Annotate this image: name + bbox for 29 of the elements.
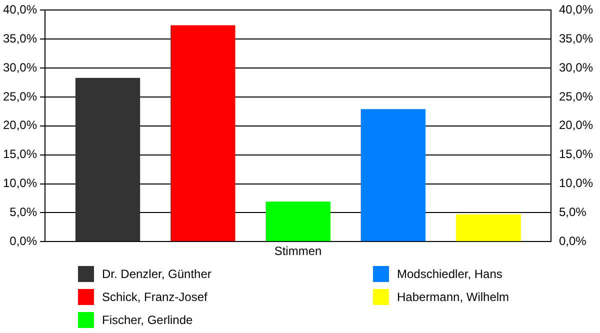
legend-label: Modschiedler, Hans [397,266,502,280]
bar [170,25,236,242]
x-tick-label: Stimmen [274,244,322,258]
y-tick-label: 20,0% [2,118,38,132]
text: 20,0% [558,118,594,132]
y-tick-label: 35,0% [2,31,38,46]
y-tick-label: 10,0% [2,176,38,190]
bar [75,78,140,242]
legend-label: Habermann, Wilhelm [397,290,510,304]
text: 0,0% [558,234,586,248]
text: 10,0% [558,176,594,190]
bar [266,202,330,242]
y-tick-label: 0,0% [10,234,38,248]
text: 40,0% [558,2,594,17]
bar [360,109,426,242]
y-tick-label: 5,0% [10,204,38,219]
text: 25,0% [558,89,594,104]
legend-label: Fischer, Gerlinde [102,312,193,326]
bar [456,214,521,242]
legend-label: Schick, Franz-Josef [102,290,208,304]
text: 30,0% [558,60,594,74]
text: 15,0% [558,147,594,162]
text: 5,0% [558,204,586,219]
y-tick-label: 25,0% [2,89,38,104]
y-tick-label: 30,0% [2,60,38,74]
legend-label: Dr. Denzler, Günther [102,266,212,280]
text: 35,0% [558,31,594,46]
y-tick-label: 15,0% [2,147,38,162]
y-tick-label: 40,0% [2,2,38,17]
